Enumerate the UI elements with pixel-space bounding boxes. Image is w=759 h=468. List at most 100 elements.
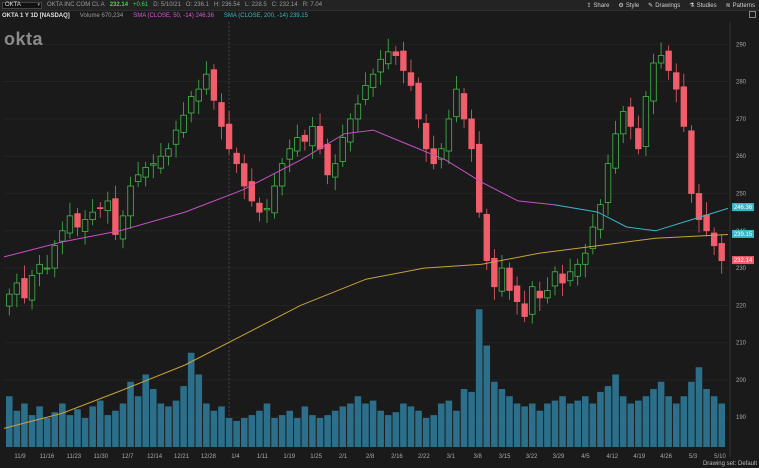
ohlc-range: R: 7.04: [302, 2, 323, 8]
volume-bar: [680, 396, 688, 447]
symbol-value: OKTA: [5, 1, 21, 8]
sma50-legend: SMA (CLOSE, 50, -14) 246.36: [133, 13, 214, 19]
y-tick-label: 210: [736, 341, 747, 347]
symbol-input[interactable]: OKTA ▾: [2, 1, 42, 9]
okta-logo: okta: [4, 29, 44, 49]
ohlc-date: D: 5/10/21: [153, 2, 181, 8]
candle-body: [331, 163, 339, 178]
x-tick-label: 5/3: [689, 454, 698, 460]
x-tick-label: 3/29: [553, 454, 565, 460]
y-tick-label: 200: [736, 378, 747, 384]
volume-value: 670,234: [101, 12, 124, 19]
candle-body: [551, 271, 559, 287]
candle-body: [475, 143, 483, 213]
candle-body: [650, 62, 657, 102]
candle-body: [89, 211, 96, 220]
volume-bar: [665, 396, 672, 447]
candle-body: [710, 232, 718, 247]
studies-button[interactable]: ⚗ Studies: [689, 2, 716, 9]
candle-body: [263, 208, 271, 211]
volume-bar: [589, 403, 597, 447]
candle-body: [119, 215, 127, 240]
x-tick-label: 4/19: [633, 454, 645, 460]
drawings-button[interactable]: ✎ Drawings: [648, 2, 680, 9]
sma50-value: 246.36: [195, 12, 214, 19]
x-tick-label: 12/28: [201, 454, 217, 460]
ohlc-high: H: 236.54: [213, 2, 240, 8]
volume-bar: [256, 410, 263, 447]
price-change: +0.61: [133, 2, 149, 8]
last-price: 232.14: [109, 2, 129, 8]
candle-body: [339, 137, 346, 162]
volume-bar: [642, 396, 650, 447]
candle-body: [134, 174, 142, 182]
price-tag: [732, 229, 754, 238]
volume-bar: [286, 410, 293, 447]
candle-body: [28, 275, 36, 301]
volume-bar: [574, 400, 581, 447]
share-button[interactable]: ⇪ Share: [586, 2, 609, 9]
ohlc-low: L: 228.5: [244, 2, 267, 8]
studies-label: Studies: [696, 2, 717, 9]
candle-body: [589, 226, 597, 250]
volume-bar: [127, 381, 134, 447]
volume-bar: [51, 412, 59, 447]
candle-body: [491, 257, 498, 288]
x-tick-label: 4/5: [581, 454, 590, 460]
volume-bar: [635, 400, 642, 447]
candle-body: [642, 96, 650, 147]
volume-bar: [657, 381, 665, 447]
volume-bar: [210, 410, 218, 447]
price-tag-label: 232.14: [734, 258, 753, 264]
sma200-value: 239.15: [289, 12, 308, 19]
volume-bar: [619, 396, 627, 447]
volume-bar: [544, 403, 551, 447]
volume-bar: [263, 403, 271, 447]
candle-body: [460, 93, 468, 120]
volume-bar: [13, 410, 21, 447]
volume-bar: [74, 409, 81, 447]
candle-body: [635, 128, 642, 150]
volume-bar: [627, 403, 635, 447]
patterns-button[interactable]: ≋ Patterns: [726, 2, 755, 9]
candle-body: [369, 73, 377, 89]
volume-bar: [604, 386, 612, 447]
chevron-down-icon[interactable]: ▾: [37, 1, 40, 8]
volume-bar: [491, 381, 498, 447]
candle-body: [657, 55, 665, 64]
volume-bar: [81, 418, 89, 447]
volume-bar: [240, 418, 248, 447]
patterns-icon: ≋: [725, 2, 731, 9]
volume-bar: [104, 415, 112, 447]
x-tick-label: 4/12: [606, 454, 618, 460]
volume-bar: [157, 403, 165, 447]
x-tick-label: 1/25: [310, 454, 322, 460]
candle-body: [165, 148, 172, 157]
candle-body: [544, 290, 551, 299]
maximize-icon[interactable]: [749, 11, 756, 18]
candle-body: [294, 137, 301, 152]
candle-body: [582, 252, 589, 265]
volume-bar: [407, 406, 415, 447]
x-tick-label: 3/15: [499, 454, 511, 460]
x-tick-label: 11/30: [93, 454, 108, 460]
style-button[interactable]: ⚙ Style: [618, 2, 639, 9]
candle-body: [157, 155, 165, 169]
volume-bar: [96, 400, 104, 447]
volume-bar: [43, 418, 51, 447]
candle-body: [718, 243, 725, 261]
volume-bar: [347, 403, 354, 447]
candle-body: [66, 215, 74, 234]
volume-bar: [21, 403, 28, 447]
volume-bar: [225, 418, 233, 447]
candle-body: [619, 111, 627, 135]
candle-body: [81, 219, 89, 232]
candle-body: [97, 207, 104, 210]
volume-bar: [718, 403, 725, 447]
candle-body: [695, 193, 703, 220]
volume-bar: [180, 386, 187, 447]
volume-bar: [36, 406, 43, 447]
candle-body: [688, 130, 695, 194]
y-tick-label: 270: [736, 117, 747, 123]
